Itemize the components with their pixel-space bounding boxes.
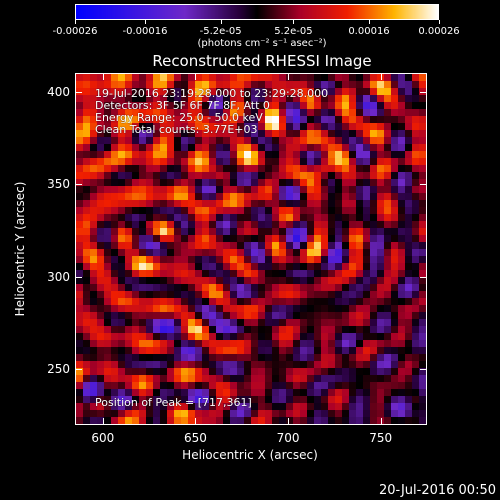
annotation-time-range: 19-Jul-2016 23:19:28.000 to 23:29:28.000 [95, 87, 329, 100]
colorbar-tick-label: -0.00016 [122, 26, 168, 37]
y-axis-tick [76, 91, 82, 93]
y-axis-tick [420, 184, 426, 186]
y-axis-tick [76, 369, 82, 371]
y-tick-label: 350 [47, 177, 70, 192]
colorbar-tick [293, 20, 295, 24]
y-axis-title: Heliocentric Y (arcsec) [13, 181, 27, 317]
plot-title: Reconstructed RHESSI Image [152, 52, 372, 70]
colorbar-units: (photons cm⁻² s⁻¹ asec⁻²) [197, 38, 327, 49]
x-axis-tick [380, 418, 382, 424]
colorbar-tick-label: 0.00026 [418, 26, 460, 37]
colorbar [75, 4, 439, 20]
x-axis-tick [102, 74, 104, 80]
colorbar-tick [220, 20, 222, 24]
y-axis-tick [76, 184, 82, 186]
y-axis-tick [420, 276, 426, 278]
x-axis-tick [288, 74, 290, 80]
y-tick-label: 400 [47, 84, 70, 99]
annotation-clean: Clean Total counts: 3.77E+03 [95, 123, 258, 136]
timestamp: 20-Jul-2016 00:50 [378, 483, 496, 498]
x-axis-title: Heliocentric X (arcsec) [182, 448, 318, 462]
heatmap-plot [75, 73, 427, 425]
y-axis-tick [420, 369, 426, 371]
colorbar-tick [75, 20, 76, 24]
x-axis-tick [195, 418, 197, 424]
colorbar-tick-label: -5.2e-05 [199, 26, 242, 37]
x-tick-label: 650 [183, 431, 207, 445]
annotation-detectors: Detectors: 3F 5F 6F 7F 8F, Att 0 [95, 99, 270, 112]
x-axis-tick [102, 418, 104, 424]
y-axis-tick [420, 91, 426, 93]
colorbar-tick [369, 20, 370, 24]
x-axis-tick [288, 418, 290, 424]
colorbar-tick [145, 20, 146, 24]
y-tick-label: 250 [47, 362, 70, 377]
colorbar-tick-label: 5.2e-05 [274, 26, 313, 37]
colorbar-tick [439, 20, 440, 24]
annotation-peak: Position of Peak = [717,361] [95, 396, 252, 409]
heatmap-image [76, 74, 426, 424]
annotation-energy: Energy Range: 25.0 - 50.0 keV [95, 111, 263, 124]
x-tick-label: 750 [369, 431, 393, 445]
y-tick-label: 300 [47, 269, 70, 284]
x-tick-label: 600 [91, 431, 115, 445]
x-tick-label: 700 [276, 431, 300, 445]
y-axis-tick [76, 276, 82, 278]
x-axis-tick [380, 74, 382, 80]
x-axis-tick [195, 74, 197, 80]
colorbar-tick-label: -0.00026 [52, 26, 98, 37]
colorbar-tick-label: 0.00016 [348, 26, 390, 37]
